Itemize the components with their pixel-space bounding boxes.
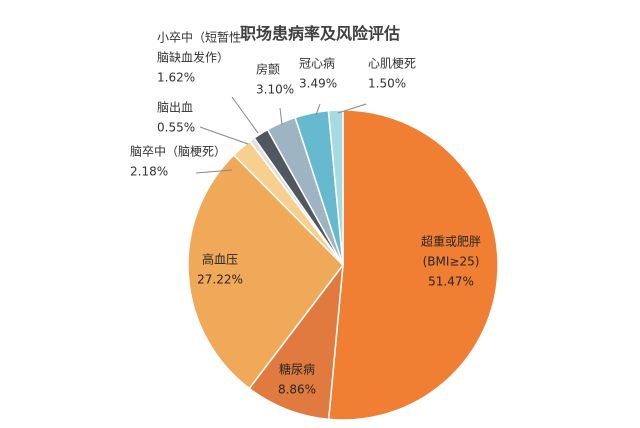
- leader-line: [199, 126, 249, 145]
- slice-name-label: 超重或肥胖: [421, 234, 481, 249]
- slice-name-label: 脑缺血发作）: [157, 50, 229, 65]
- slice-3: [187, 153, 344, 390]
- slice-name-label: 小卒中（短暂性: [157, 30, 241, 45]
- slice-label-8: 冠心病 3.49%: [299, 56, 337, 116]
- slice-label-4: 脑卒中（脑梗死） 2.18%: [130, 144, 233, 179]
- slice-name-label: 高血压: [202, 252, 238, 267]
- slice-2: [248, 262, 344, 421]
- slice-name-label: 脑卒中（脑梗死）: [130, 144, 226, 159]
- slice-label-7: 房颤 3.10%: [256, 62, 294, 126]
- slice-value-label: 3.49%: [299, 77, 337, 91]
- slice-value-label: 51.47%: [428, 275, 474, 289]
- slice-1: [327, 109, 499, 421]
- slice-value-label: 3.10%: [256, 83, 294, 97]
- slice-name-label: 脑出血: [157, 101, 193, 115]
- slice-9: [327, 109, 344, 266]
- slice-name-label: 冠心病: [299, 56, 335, 71]
- slice-label-3: 高血压 27.22%: [197, 252, 243, 287]
- slice-label-5: 脑出血 0.55%: [157, 101, 249, 145]
- chart-title: 职场患病率及风险评估: [239, 24, 400, 43]
- leader-line: [231, 96, 259, 134]
- slice-value-label: 0.55%: [157, 121, 195, 135]
- slice-value-label: 8.86%: [278, 383, 316, 397]
- leader-line: [279, 107, 283, 126]
- slice-name-label: 心肌梗死: [368, 56, 416, 71]
- leader-line: [195, 169, 233, 174]
- slice-value-label: 1.50%: [368, 77, 406, 91]
- slice-label-2: 糖尿病 8.86%: [278, 362, 316, 397]
- slice-value-label: 1.62%: [157, 71, 195, 85]
- slice-name-label: 糖尿病: [279, 362, 315, 377]
- leader-line: [337, 103, 367, 114]
- slice-label-9: 心肌梗死 1.50%: [337, 56, 416, 114]
- slice-label-1: 超重或肥胖 (BMI≥25) 51.47%: [421, 234, 481, 289]
- slice-name-label: (BMI≥25): [423, 255, 480, 269]
- slice-name-label: 房颤: [256, 62, 280, 77]
- leader-line: [315, 103, 321, 116]
- slice-value-label: 27.22%: [197, 273, 243, 287]
- slice-value-label: 2.18%: [130, 165, 168, 179]
